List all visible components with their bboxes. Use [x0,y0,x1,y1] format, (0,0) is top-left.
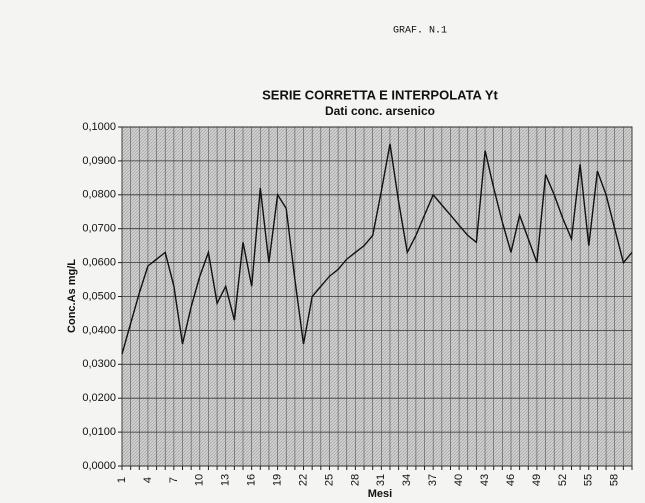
y-tick-label: 0,0100 [82,426,116,438]
y-tick-label: 0,0900 [82,155,116,167]
y-tick-label: 0,0500 [82,290,116,302]
x-tick-label: 37 [427,474,439,486]
x-tick-label: 58 [609,474,621,486]
y-tick-label: 0,0600 [82,257,116,269]
x-tick-label: 16 [246,474,258,486]
y-axis-label: Conc.As mg/L [66,259,78,333]
x-tick-label: 55 [583,474,595,486]
x-tick-label: 43 [479,474,491,486]
x-tick-label: 19 [271,474,283,486]
x-tick-label: 28 [349,474,361,486]
x-axis-label: Mesi [368,488,392,500]
x-tick-label: 52 [557,474,569,486]
y-tick-label: 0,0200 [82,392,116,404]
y-tick-label: 0,0800 [82,189,116,201]
x-tick-label: 7 [168,477,180,483]
x-tick-label: 4 [142,477,154,483]
x-tick-label: 10 [194,474,206,486]
data-line [121,143,633,355]
chart-title: SERIE CORRETTA E INTERPOLATA Yt [262,87,498,102]
x-tick-label: 1 [116,477,128,483]
x-tick-label: 13 [220,474,232,486]
x-tick-label: 34 [401,474,413,486]
chart-subtitle: Dati conc. arsenico [325,104,435,118]
x-tick-label: 46 [505,474,517,486]
x-tick-label: 31 [375,474,387,486]
x-tick-label: 40 [453,474,465,486]
y-tick-label: 0,0400 [82,324,116,336]
x-tick-label: 49 [531,474,543,486]
y-tick-label: 0,0000 [82,460,116,472]
page-header: GRAF. N.1 [393,26,447,37]
y-tick-label: 0,0700 [82,223,116,235]
y-tick-label: 0,0300 [82,358,116,370]
x-tick-label: 22 [297,474,309,486]
y-tick-label: 0,1000 [82,121,116,133]
x-tick-label: 25 [323,474,335,486]
